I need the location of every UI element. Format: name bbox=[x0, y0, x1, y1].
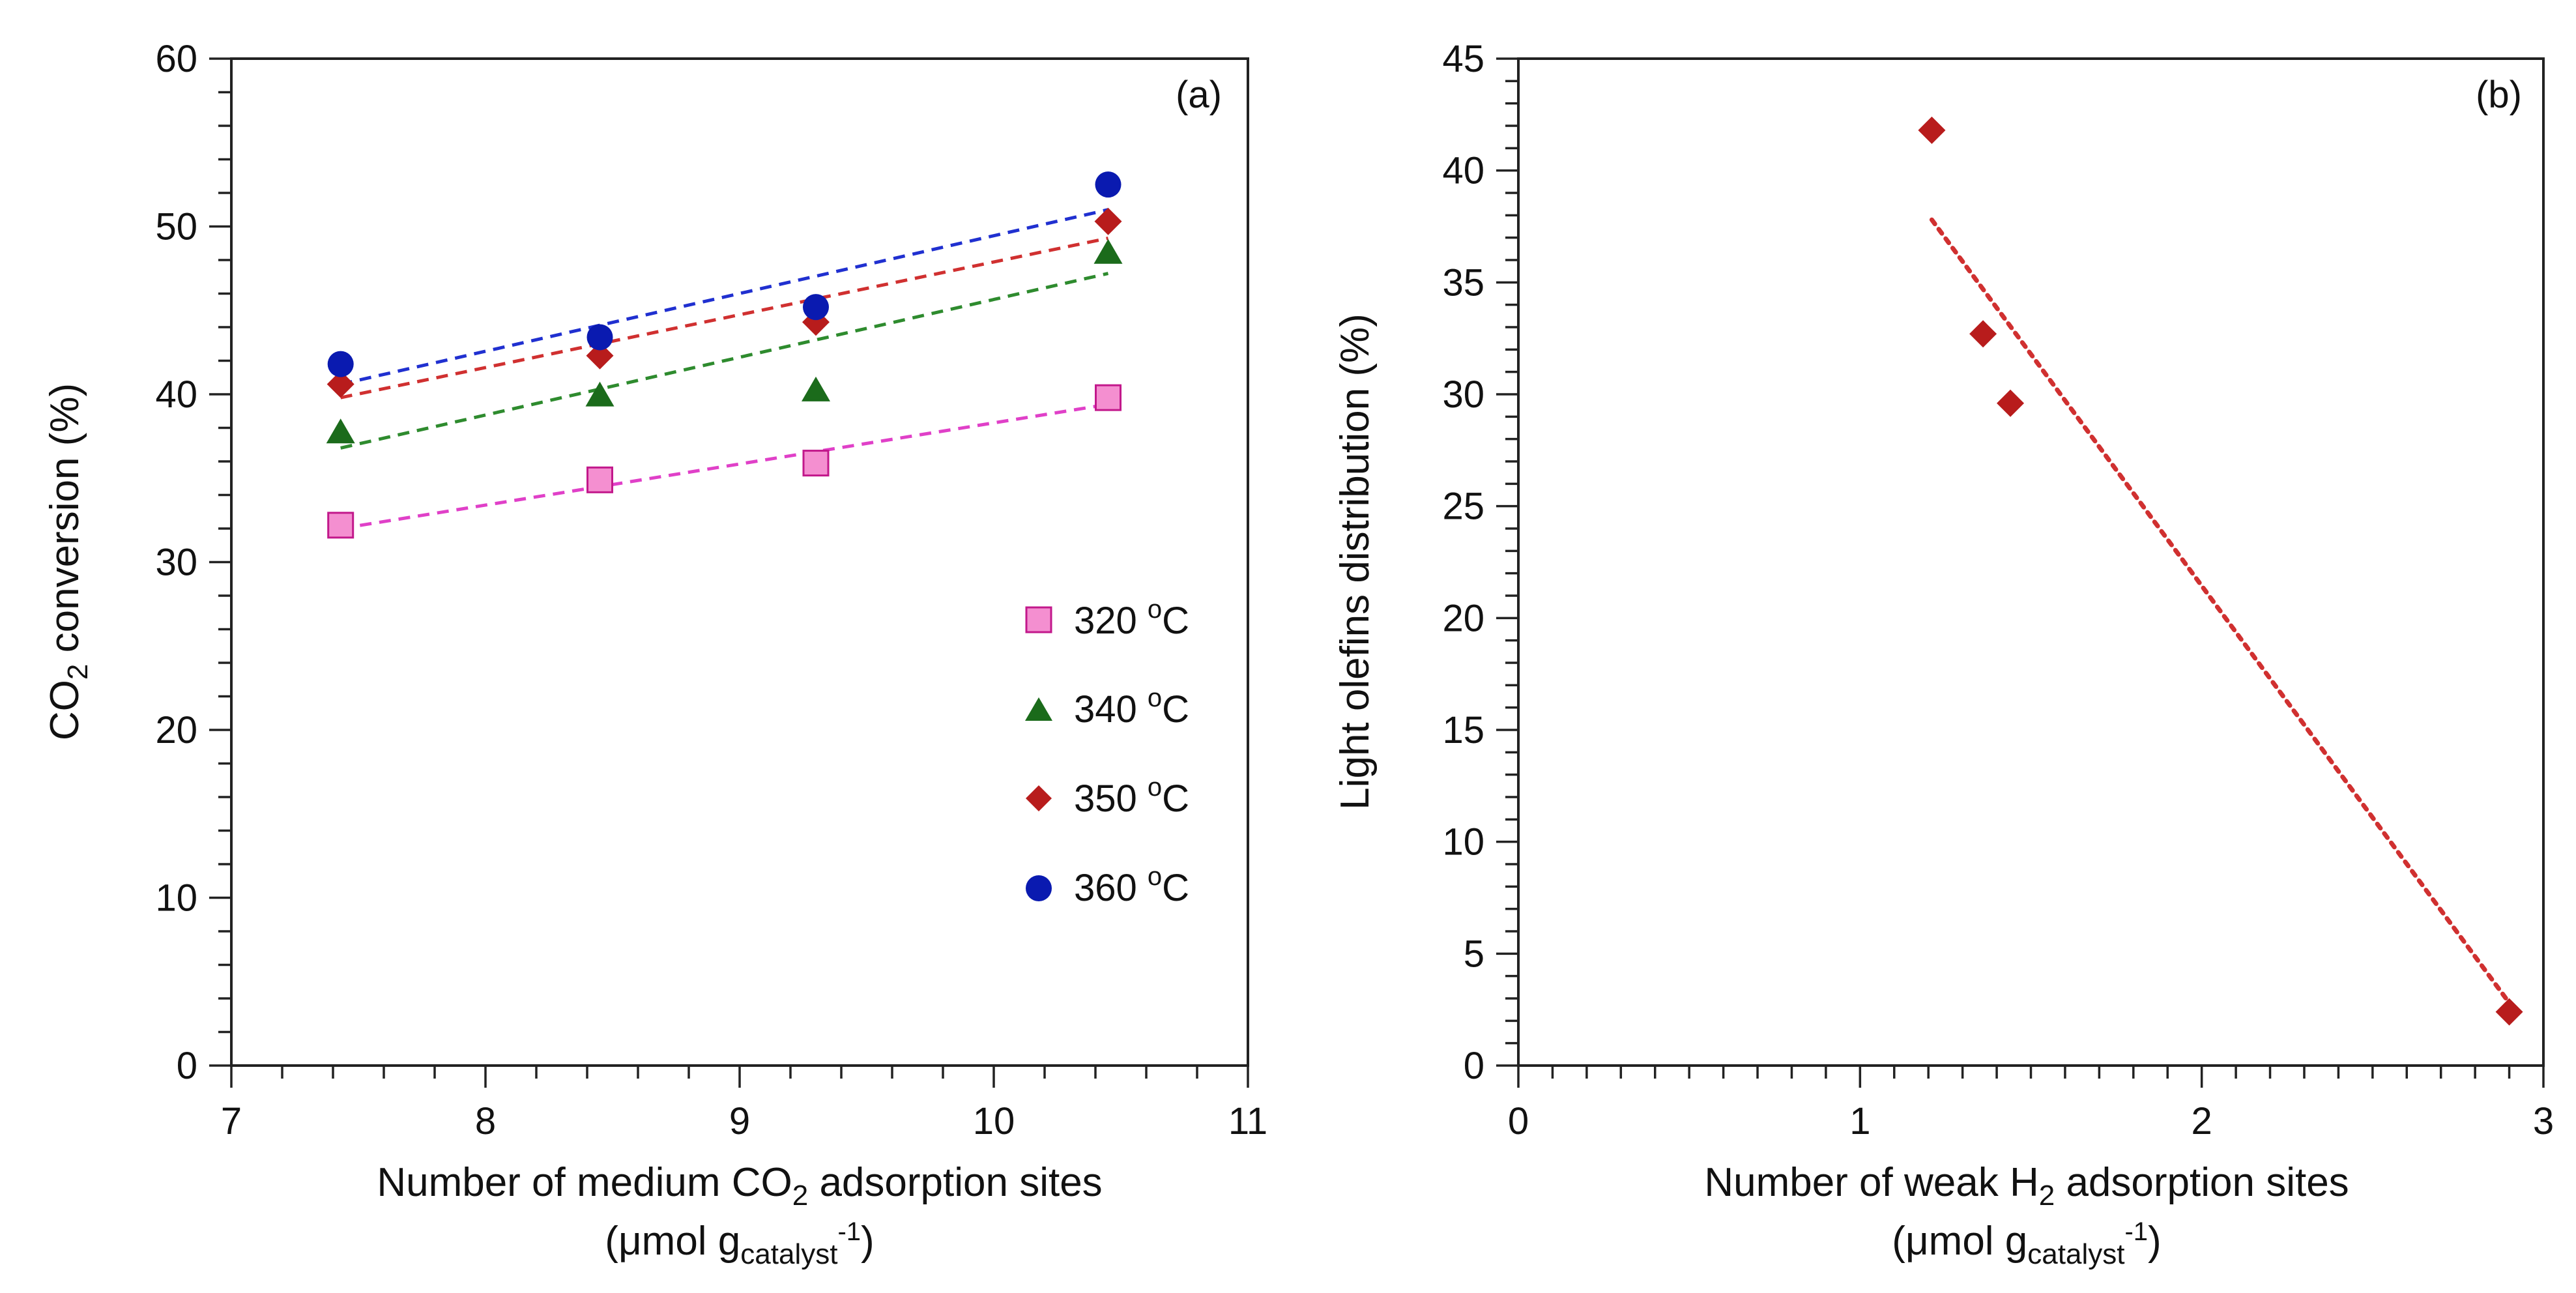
panel-b-trendlines bbox=[1929, 217, 2512, 1006]
y-tick-label: 20 bbox=[155, 709, 197, 751]
x-tick-label: 1 bbox=[1849, 1100, 1870, 1142]
legend-label-350: 350 oC bbox=[1074, 773, 1189, 820]
panel-a-ticks: 7 8 9 10 11 0 10 20 30 40 50 60 bbox=[155, 38, 1267, 1142]
y-tick-label: 40 bbox=[155, 373, 197, 416]
panel-a-x-axis-label-line1: Number of medium CO2 adsorption sites bbox=[377, 1160, 1102, 1212]
y-tick-label: 60 bbox=[155, 38, 197, 80]
legend-entry-340: 340 oC bbox=[1025, 684, 1189, 731]
legend-label-320: 320 oC bbox=[1074, 595, 1189, 642]
x-tick-label: 8 bbox=[475, 1100, 496, 1142]
data-point-diamond bbox=[2495, 998, 2523, 1026]
y-tick-label: 30 bbox=[155, 542, 197, 584]
x-tick-label: 10 bbox=[973, 1100, 1015, 1142]
y-tick-label: 25 bbox=[1442, 486, 1484, 528]
chart-panel-a: 7 8 9 10 11 0 10 20 30 40 50 60 (a) CO2 conversion … bbox=[42, 38, 1267, 1270]
legend-entry-360: 360 oC bbox=[1026, 862, 1189, 909]
panel-a-points bbox=[326, 171, 1123, 539]
data-point-diamond bbox=[1997, 389, 2025, 417]
data-point-circle bbox=[1095, 171, 1122, 198]
y-tick-label: 40 bbox=[1442, 150, 1484, 192]
data-point-triangle bbox=[585, 381, 615, 407]
y-tick-label: 45 bbox=[1442, 38, 1484, 80]
x-tick-label: 9 bbox=[729, 1100, 750, 1142]
legend-label-340: 340 oC bbox=[1074, 684, 1189, 731]
x-tick-label: 3 bbox=[2533, 1100, 2554, 1142]
y-tick-label: 0 bbox=[177, 1045, 197, 1087]
x-tick-label: 11 bbox=[1228, 1100, 1267, 1142]
panel-a-frame bbox=[230, 57, 1249, 1067]
data-point-diamond bbox=[586, 341, 614, 370]
trendline-light-olefins bbox=[1929, 217, 2512, 1006]
trendline-340-c bbox=[340, 272, 1109, 450]
data-point-diamond bbox=[1918, 116, 1946, 144]
data-point-square bbox=[1095, 384, 1122, 411]
panel-b-tag: (b) bbox=[2476, 74, 2522, 116]
data-point-diamond bbox=[326, 370, 355, 398]
data-point-triangle bbox=[326, 418, 355, 444]
trendline-320-c bbox=[340, 402, 1108, 530]
panel-b-y-axis-label: Light olefins distribution (%) bbox=[1333, 313, 1378, 810]
data-point-square bbox=[327, 512, 355, 539]
panel-a-plot-area bbox=[230, 57, 1249, 1067]
panel-b-x-axis-label-line2: (μmol gcatalyst-1) bbox=[1892, 1217, 2161, 1270]
legend-entry-320: 320 oC bbox=[1025, 595, 1189, 642]
panel-b-x-axis-label-line1: Number of weak H2 adsorption sites bbox=[1704, 1160, 2349, 1212]
trendline-360-c bbox=[340, 208, 1109, 386]
data-point-circle bbox=[586, 324, 613, 351]
legend-label-360: 360 oC bbox=[1074, 862, 1189, 909]
trendline-350-c bbox=[340, 237, 1109, 400]
panel-a-tag: (a) bbox=[1176, 74, 1222, 116]
y-tick-label: 5 bbox=[1464, 933, 1484, 975]
y-tick-label: 30 bbox=[1442, 373, 1484, 416]
legend-marker-circle-icon bbox=[1026, 875, 1052, 901]
legend-entry-350: 350 oC bbox=[1026, 773, 1189, 820]
y-tick-label: 50 bbox=[155, 206, 197, 248]
y-tick-label: 15 bbox=[1442, 709, 1484, 751]
data-point-diamond bbox=[1094, 207, 1122, 235]
x-tick-label: 0 bbox=[1508, 1100, 1529, 1142]
panel-a-y-axis-label: CO2 conversion (%) bbox=[42, 383, 94, 740]
data-point-square bbox=[802, 450, 830, 477]
legend-marker-diamond-icon bbox=[1026, 785, 1052, 811]
panel-b-frame bbox=[1517, 57, 2545, 1067]
panel-a-legend: 320 oC 340 oC 350 oC 360 oC bbox=[1025, 595, 1189, 909]
x-tick-label: 2 bbox=[2192, 1100, 2212, 1142]
data-point-diamond bbox=[1969, 320, 1997, 348]
y-tick-label: 10 bbox=[1442, 821, 1484, 864]
y-tick-label: 10 bbox=[155, 877, 197, 920]
y-tick-label: 20 bbox=[1442, 597, 1484, 639]
legend-marker-square-icon bbox=[1025, 606, 1052, 633]
data-point-triangle bbox=[1093, 239, 1123, 264]
y-tick-label: 0 bbox=[1464, 1045, 1484, 1087]
data-point-circle bbox=[327, 351, 354, 377]
legend-marker-triangle-icon bbox=[1025, 697, 1052, 721]
panel-b-points bbox=[1918, 116, 2523, 1026]
x-tick-label: 7 bbox=[221, 1100, 242, 1142]
data-point-circle bbox=[803, 294, 829, 321]
panel-a-x-axis-label-line2: (μmol gcatalyst-1) bbox=[605, 1217, 874, 1270]
data-point-triangle bbox=[802, 376, 830, 401]
panel-a-trendlines bbox=[340, 208, 1109, 530]
y-tick-label: 35 bbox=[1442, 261, 1484, 304]
data-point-square bbox=[586, 466, 613, 493]
